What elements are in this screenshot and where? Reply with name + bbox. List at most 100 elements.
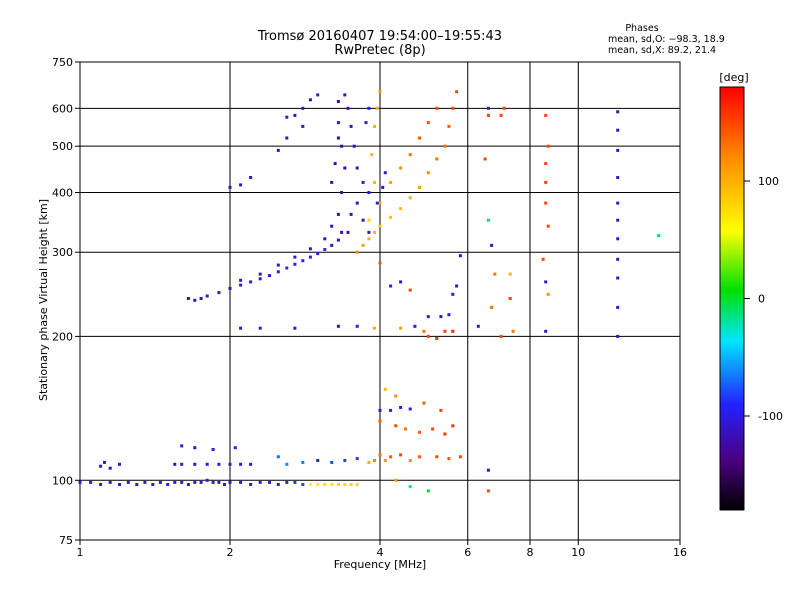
data-point [343,166,347,170]
data-point [239,480,243,484]
colorbar-ticks: 100 0 -100 [744,175,783,423]
data-point [186,483,190,486]
x-axis-label: Frequency [MHz] [334,558,426,571]
data-point [343,93,347,97]
x-tick-label: 4 [377,546,384,559]
data-point [447,457,451,461]
data-point [276,455,280,459]
data-point [616,176,620,179]
data-point [544,113,548,117]
data-point [199,480,203,484]
data-point [657,234,661,238]
data-point [301,124,305,128]
data-point [443,329,447,333]
data-point [330,180,334,184]
data-point [180,462,184,466]
data-point [418,455,421,459]
data-point [616,110,620,114]
x-axis-ticks: 1 2 4 6 8 10 16 [77,540,687,559]
data-point [323,237,327,241]
data-point [399,280,403,284]
data-point [333,162,337,165]
data-point [408,288,412,292]
data-point [486,106,490,110]
data-point [249,280,253,284]
data-point [451,329,455,333]
data-point [258,272,262,276]
data-point [276,483,280,486]
data-point [316,93,320,97]
data-point [476,324,480,328]
x-tick-label: 10 [571,546,585,559]
data-point [493,272,497,276]
y-tick-label: 200 [52,330,73,343]
data-point [367,218,371,222]
data-point [233,446,237,450]
y-tick-label: 750 [52,56,73,69]
data-point [135,483,139,486]
data-point [211,480,215,484]
data-point [378,453,382,457]
data-point [336,238,340,242]
data-point [217,462,221,466]
data-point [355,166,359,170]
data-point [352,144,356,148]
data-point [301,259,305,263]
data-point [166,483,170,486]
data-point [293,113,297,117]
data-point [355,201,359,205]
data-point [193,298,197,302]
data-point [451,106,455,110]
data-point [276,263,280,267]
data-point [205,294,209,298]
data-point [408,196,412,200]
data-point [399,166,403,170]
data-point [330,224,334,228]
data-point [399,326,403,330]
chart-title: Tromsø 20160407 19:54:00–19:55:43 [257,29,502,44]
y-tick-label: 500 [52,140,73,153]
data-point [378,90,382,94]
data-point [426,489,430,493]
data-point [616,334,620,338]
data-point [435,455,439,459]
data-point [546,292,550,296]
data-point [158,480,162,484]
data-point [346,106,350,110]
data-point [447,124,451,128]
data-point [544,180,548,184]
data-point [373,230,376,234]
data-point [258,277,262,281]
data-point [426,315,430,319]
colorbar-tick-label: -100 [758,410,783,423]
data-point [373,180,376,184]
data-point [276,148,280,152]
data-point [349,124,353,128]
data-point [499,113,503,117]
data-point [355,483,359,486]
data-point [373,124,376,128]
data-point [346,230,350,234]
data-point [126,480,130,484]
data-point [249,483,253,486]
data-point [370,153,374,157]
data-point [375,106,379,110]
data-point [228,462,232,466]
data-point [223,483,226,486]
data-point [239,183,243,187]
data-point [508,297,512,300]
data-point [217,291,221,295]
data-point [455,284,459,288]
data-point [340,230,344,234]
data-point [355,250,359,254]
data-point [447,313,451,317]
data-point [336,483,340,486]
data-point [293,480,297,484]
data-point [205,462,209,466]
data-point [308,483,312,486]
x-tick-label: 1 [77,546,84,559]
data-point [336,212,340,216]
data-point [89,480,93,484]
data-point [389,408,393,412]
data-point [616,201,620,205]
